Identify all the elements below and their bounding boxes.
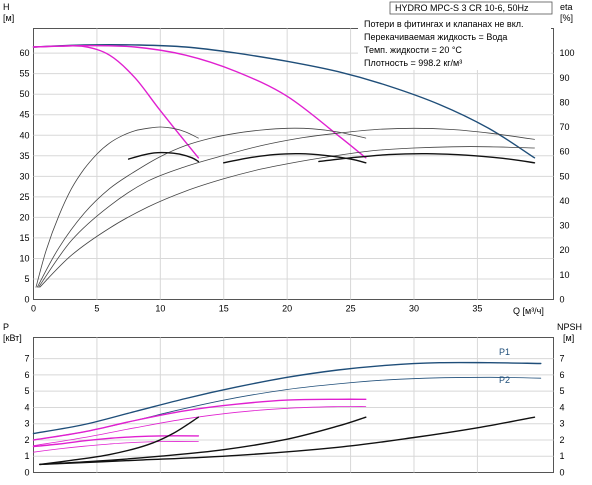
- y2-tick-label: 6: [560, 370, 565, 380]
- y-tick-label: 4: [24, 402, 29, 412]
- x-tick-label: 15: [219, 304, 229, 314]
- upper-eta-thin-curve-6: [39, 146, 535, 288]
- x-tick-label: 10: [155, 304, 165, 314]
- upper-head-curve-0: [32, 43, 536, 159]
- y-tick-label: 30: [19, 171, 29, 181]
- y-tick-label: 2: [24, 435, 29, 445]
- note-fittings: Потери в фитингах и клапанах не вкл.: [364, 19, 524, 29]
- x-tick-label: 30: [409, 304, 419, 314]
- y-tick-label: 10: [19, 253, 29, 263]
- y2-tick-label: 4: [560, 402, 565, 412]
- y2-tick-label: 20: [560, 245, 570, 255]
- y-tick-label: 5: [24, 274, 29, 284]
- chart-title: HYDRO MPC-S 3 CR 10-6, 50Hz: [395, 3, 529, 13]
- h-axis-unit: [м]: [3, 13, 14, 23]
- lower-curves: [32, 361, 542, 466]
- y2-tick-label: 2: [560, 435, 565, 445]
- x-tick-label: 5: [94, 304, 99, 314]
- p-axis-label: P: [3, 322, 9, 332]
- eta-axis-unit: [%]: [560, 13, 573, 23]
- lower-p-reduced-curve-5: [33, 406, 367, 447]
- lower-plot-frame: [33, 337, 554, 473]
- upper-tick-labels: 0510152025303540455055600102030405060708…: [19, 48, 574, 313]
- y-tick-label: 0: [24, 468, 29, 478]
- y-tick-label: 20: [19, 212, 29, 222]
- q-axis-label: Q [м³/ч]: [513, 306, 544, 316]
- y2-tick-label: 40: [560, 196, 570, 206]
- notes-background: [358, 16, 551, 70]
- y-tick-label: 1: [24, 451, 29, 461]
- y-tick-label: 55: [19, 69, 29, 79]
- upper-grid: [33, 28, 554, 300]
- y-tick-label: 25: [19, 192, 29, 202]
- y-tick-label: 7: [24, 354, 29, 364]
- series-label-p1: P1: [499, 347, 510, 357]
- y2-tick-label: 100: [560, 48, 575, 58]
- x-tick-label: 20: [282, 304, 292, 314]
- upper-eta-curve-9: [318, 152, 536, 164]
- x-tick-label: 25: [346, 304, 356, 314]
- y-tick-label: 35: [19, 151, 29, 161]
- lower-p-reduced-curve-2: [32, 435, 200, 448]
- y2-tick-label: 70: [560, 122, 570, 132]
- y2-tick-label: 7: [560, 354, 565, 364]
- y-tick-label: 45: [19, 110, 29, 120]
- x-tick-label: 0: [31, 304, 36, 314]
- npsh-axis-label: NPSH: [557, 322, 582, 332]
- upper-eta-thin-curve-5: [38, 127, 535, 288]
- y2-tick-label: 60: [560, 147, 570, 157]
- lower-npsh-curve-6: [39, 416, 200, 466]
- y-tick-label: 40: [19, 130, 29, 140]
- y-tick-label: 50: [19, 89, 29, 99]
- y-tick-label: 3: [24, 419, 29, 429]
- y-tick-label: 5: [24, 386, 29, 396]
- y-tick-label: 6: [24, 370, 29, 380]
- p-axis-unit: [кВт]: [3, 333, 22, 343]
- y-tick-label: 15: [19, 233, 29, 243]
- lower-p-reduced-curve-4: [32, 398, 367, 441]
- upper-eta-thin-curve-4: [36, 127, 367, 288]
- y2-tick-label: 30: [560, 221, 570, 231]
- x-tick-label: 35: [472, 304, 482, 314]
- eta-axis-label: eta: [560, 2, 573, 12]
- upper-eta-curve-8: [223, 152, 367, 164]
- y2-tick-label: 1: [560, 451, 565, 461]
- series-label-p2: P2: [499, 375, 510, 385]
- upper-eta-curve-7: [127, 151, 200, 163]
- npsh-axis-unit: [м]: [563, 333, 574, 343]
- y2-tick-label: 90: [560, 73, 570, 83]
- y2-tick-label: 50: [560, 171, 570, 181]
- upper-head-reduced-curve-2: [32, 44, 367, 159]
- upper-head-reduced-curve-1: [32, 45, 200, 159]
- h-axis-label: H: [3, 2, 10, 12]
- y-tick-label: 0: [24, 295, 29, 305]
- y2-tick-label: 3: [560, 419, 565, 429]
- title-box: [389, 1, 553, 15]
- upper-eta-thin-curve-3: [35, 126, 199, 288]
- lower-npsh-curve-8: [39, 416, 536, 466]
- y2-tick-label: 0: [560, 468, 565, 478]
- y2-tick-label: 80: [560, 97, 570, 107]
- lower-p-reduced-curve-3: [33, 441, 199, 453]
- y2-tick-label: 10: [560, 270, 570, 280]
- y2-tick-label: 5: [560, 386, 565, 396]
- upper-curves: [32, 43, 536, 288]
- lower-tick-labels: 0 1 2 3 4 5 6 7 0 1 2 3 4 5 6 7: [24, 354, 564, 478]
- lower-npsh-curve-7: [39, 416, 367, 466]
- note-liquid: Перекачиваемая жидкость = Вода: [364, 32, 507, 42]
- lower-p1-curve-0: [32, 361, 542, 435]
- y2-tick-label: 0: [560, 295, 565, 305]
- note-density: Плотность = 998.2 кг/м³: [364, 58, 462, 68]
- lower-grid: [33, 337, 554, 473]
- note-temperature: Темп. жидкости = 20 °C: [364, 45, 462, 55]
- y-tick-label: 60: [19, 48, 29, 58]
